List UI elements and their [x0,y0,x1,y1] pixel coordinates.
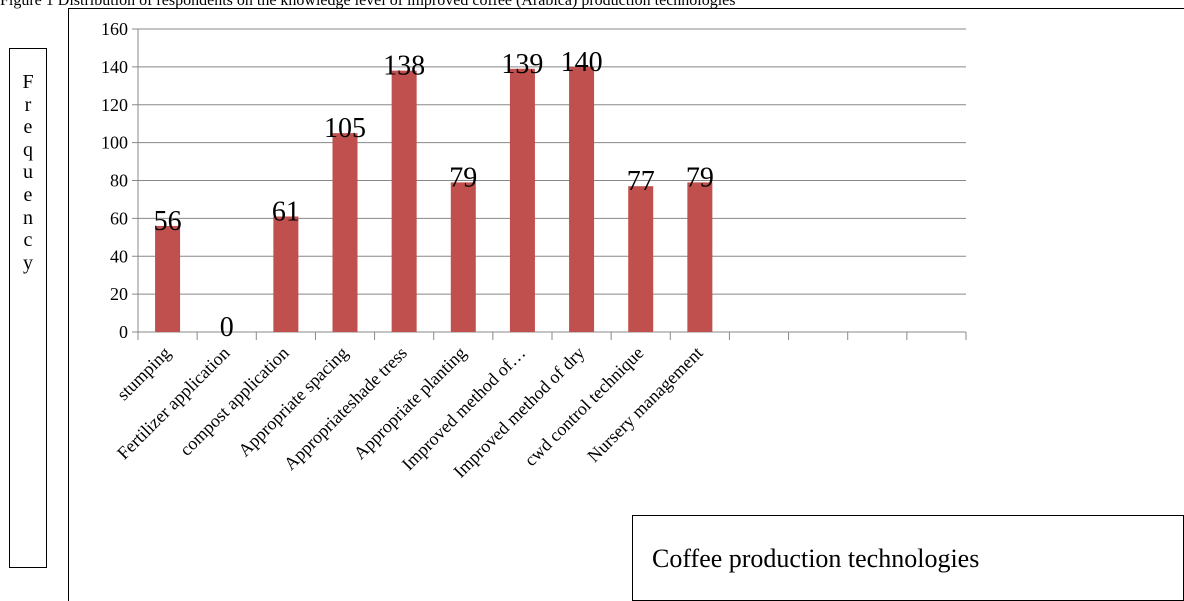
x-axis-label: Coffee production technologies [652,544,979,574]
y-tick-label: 0 [119,322,128,342]
bar [687,182,712,332]
y-tick-label: 100 [101,133,128,153]
data-label: 138 [383,51,425,82]
y-tick-label: 20 [110,284,128,304]
bar [392,71,417,332]
x-category-label: compost application [176,343,293,460]
x-category-label: Appropriate planting [350,343,471,464]
y-tick-label: 140 [101,57,128,77]
bar [273,216,298,332]
x-category-label: stumping [113,343,175,405]
y-tick-label: 60 [110,208,128,228]
x-axis-label-box: Coffee production technologies [632,515,1184,601]
y-tick-label: 120 [101,95,128,115]
data-label: 140 [561,47,603,78]
data-label: 79 [686,162,714,193]
data-label: 56 [154,206,182,237]
bar [569,67,594,332]
data-label: 105 [324,113,366,144]
y-tick-label: 80 [110,171,128,191]
bar [628,186,653,332]
data-label: 77 [627,166,655,197]
y-tick-label: 40 [110,246,128,266]
data-label: 79 [449,162,477,193]
x-category-label: Appropriate spacing [234,343,352,461]
bar [155,226,180,332]
bar [451,182,476,332]
data-label: 61 [272,196,300,227]
bar [333,133,358,332]
data-label: 0 [220,312,234,343]
x-category-label: Nursery management [583,343,706,466]
x-category-label: Fertilizer application [113,343,234,464]
bar [510,69,535,332]
data-label: 139 [501,49,543,80]
y-tick-label: 160 [101,19,128,39]
